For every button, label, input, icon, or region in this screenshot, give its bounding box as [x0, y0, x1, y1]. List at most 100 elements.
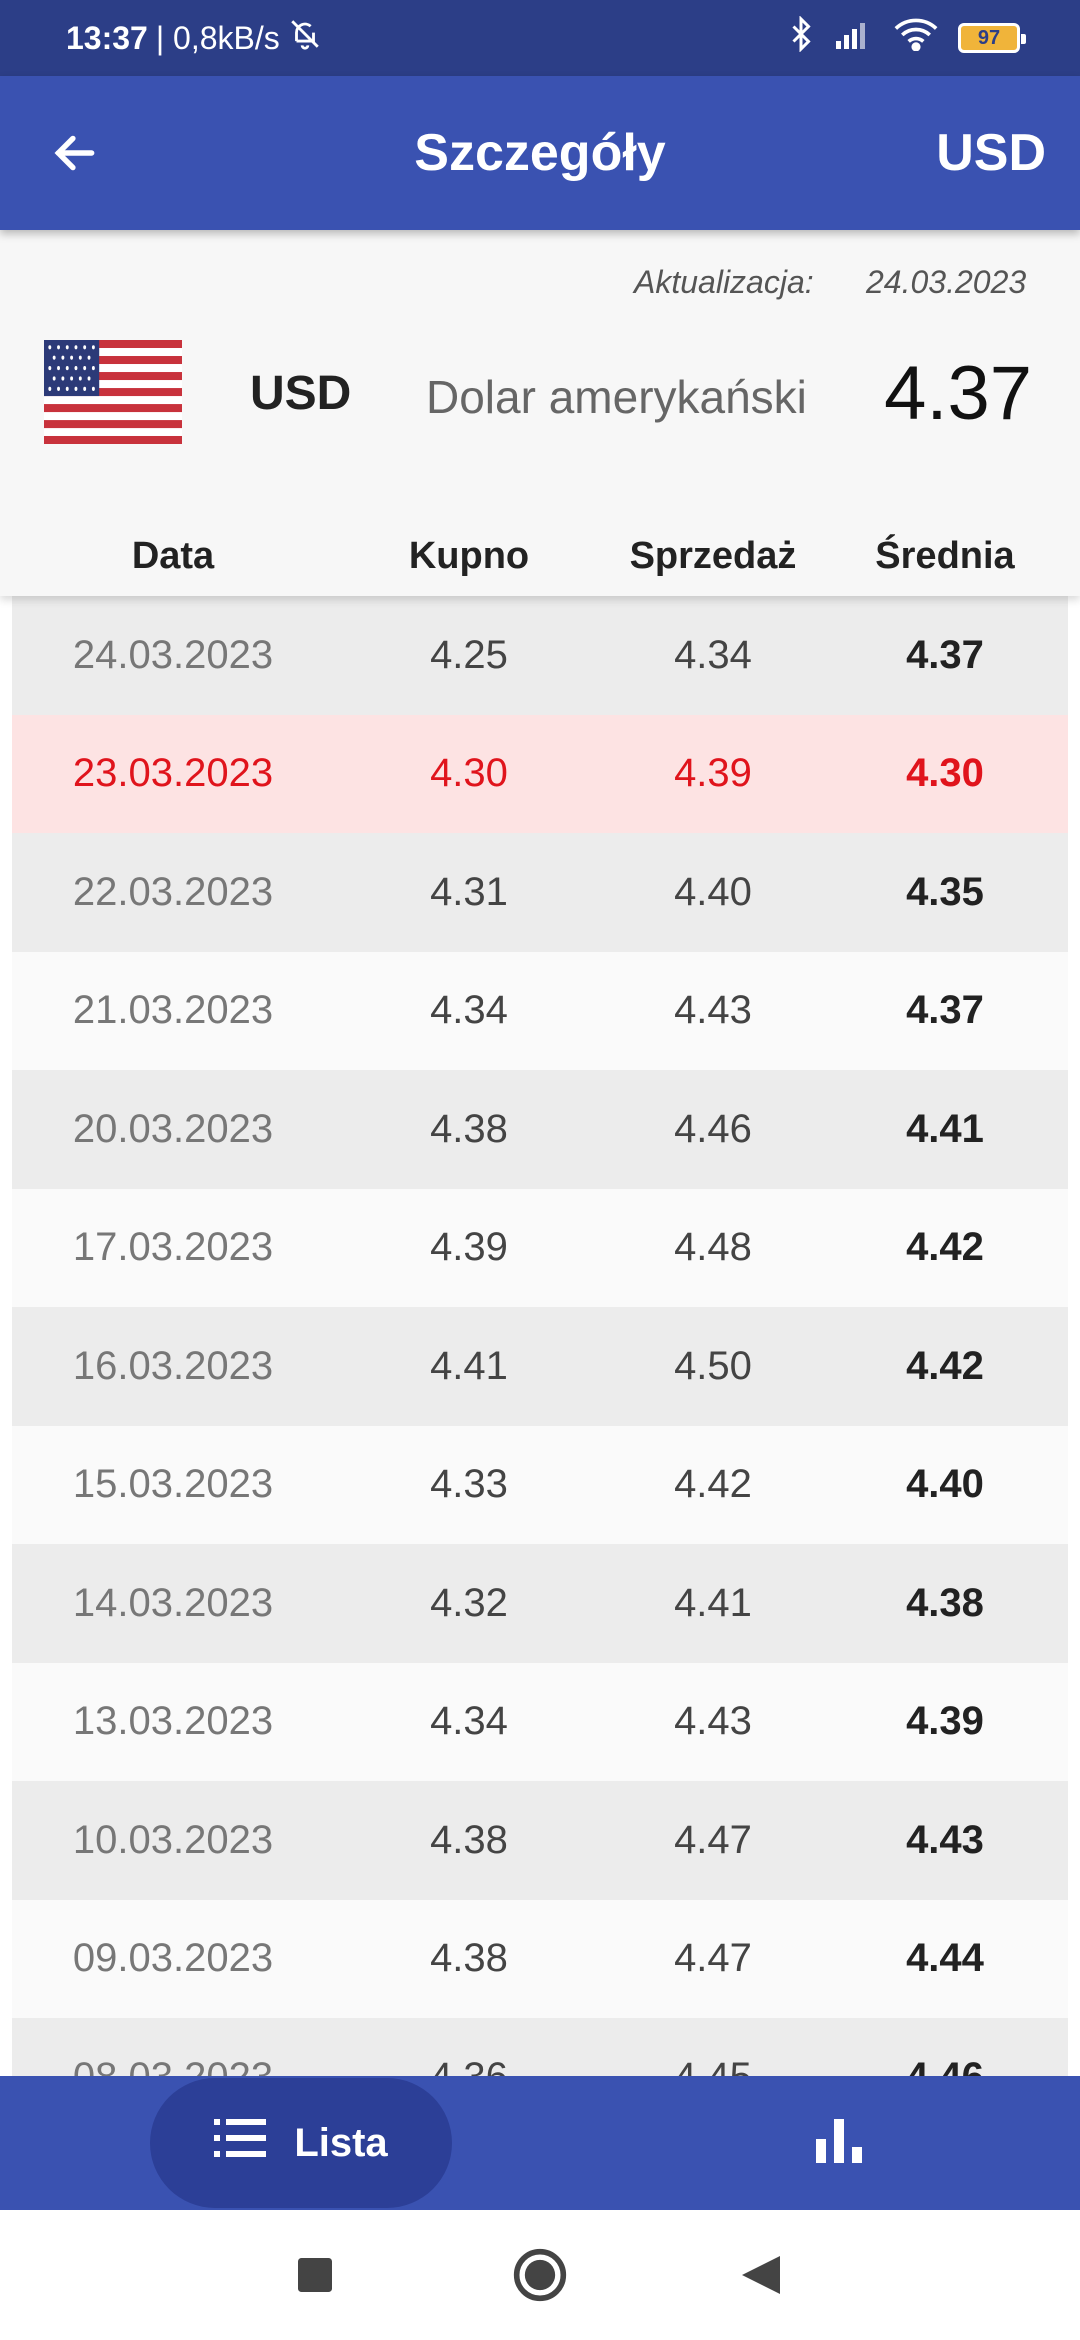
cell-date: 17.03.2023	[72, 1225, 274, 1270]
cell-sell: 4.43	[674, 988, 752, 1033]
cell-date: 15.03.2023	[72, 1462, 274, 1507]
cell-date: 23.03.2023	[72, 751, 274, 796]
header-average[interactable]: Średnia	[875, 534, 1015, 577]
cell-date: 09.03.2023	[72, 1936, 274, 1981]
cell-buy: 4.38	[430, 1936, 508, 1981]
cell-date: 24.03.2023	[72, 632, 274, 677]
cell-buy: 4.39	[430, 1225, 508, 1270]
cell-sell: 4.40	[674, 869, 752, 914]
cell-date: 20.03.2023	[72, 1106, 274, 1151]
cell-date: 22.03.2023	[72, 869, 274, 914]
status-bar: 13:37 | 0,8kB/s	[0, 0, 1080, 76]
cell-average: 4.30	[906, 751, 984, 796]
header-buy[interactable]: Kupno	[408, 534, 530, 577]
cell-average: 4.41	[906, 1106, 984, 1151]
table-row[interactable]: 20.03.2023 4.38 4.46 4.41	[12, 1070, 1068, 1189]
bottom-navigation: Lista	[0, 2076, 1080, 2210]
us-flag-icon	[44, 340, 182, 444]
table-row[interactable]: 10.03.2023 4.38 4.47 4.43	[12, 1781, 1068, 1900]
cell-average: 4.40	[906, 1462, 984, 1507]
currency-rate: 4.37	[884, 351, 1032, 436]
cell-average: 4.46	[822, 2055, 1068, 2076]
cell-sell: 4.48	[674, 1225, 752, 1270]
update-label: Aktualizacja:	[634, 264, 814, 300]
cell-average: 4.43	[906, 1817, 984, 1862]
network-speed: | 0,8kB/s	[155, 19, 280, 56]
back-triangle-icon[interactable]	[726, 2240, 796, 2310]
list-icon	[214, 2119, 267, 2167]
cell-average: 4.42	[906, 1343, 984, 1388]
cell-date: 08.03.2023	[12, 2055, 334, 2076]
cell-buy: 4.25	[430, 632, 508, 677]
battery-icon: 97	[958, 23, 1026, 53]
bar-chart-icon	[816, 2118, 864, 2168]
table-row[interactable]: 24.03.2023 4.25 4.34 4.37	[12, 596, 1068, 715]
cell-sell: 4.45	[604, 2055, 822, 2076]
cell-sell: 4.34	[674, 632, 752, 677]
currency-info-header: Aktualizacja: 24.03.2023	[0, 230, 1080, 596]
system-navigation	[0, 2210, 1080, 2340]
table-header: Data Kupno Sprzedaż Średnia	[12, 520, 1068, 592]
tab-list-label: Lista	[294, 2120, 388, 2165]
cell-buy: 4.32	[430, 1580, 508, 1625]
signal-icon	[834, 19, 874, 57]
rates-table[interactable]: 24.03.2023 4.25 4.34 4.37 23.03.2023 4.30 4.39…	[12, 596, 1068, 2076]
table-row[interactable]: 13.03.2023 4.34 4.43 4.39	[12, 1662, 1068, 1781]
currency-selector[interactable]: USD	[936, 124, 1046, 182]
app-bar: Szczegóły USD	[0, 76, 1080, 230]
tab-list[interactable]: Lista	[150, 2078, 452, 2208]
cell-buy: 4.38	[430, 1106, 508, 1151]
table-row[interactable]: 16.03.2023 4.41 4.50 4.42	[12, 1307, 1068, 1426]
tab-chart[interactable]	[790, 2076, 890, 2210]
cell-sell: 4.43	[674, 1699, 752, 1744]
cell-date: 21.03.2023	[72, 988, 274, 1033]
status-right: 97	[788, 15, 1026, 60]
cell-sell: 4.47	[674, 1817, 752, 1862]
cell-sell: 4.39	[674, 751, 752, 796]
cell-date: 14.03.2023	[72, 1580, 274, 1625]
cell-buy: 4.41	[430, 1343, 508, 1388]
table-row[interactable]: 14.03.2023 4.32 4.41 4.38	[12, 1544, 1068, 1663]
cell-buy: 4.31	[430, 869, 508, 914]
table-row[interactable]: 15.03.2023 4.33 4.42 4.40	[12, 1425, 1068, 1544]
table-row[interactable]: 21.03.2023 4.34 4.43 4.37	[12, 951, 1068, 1070]
cell-sell: 4.47	[674, 1936, 752, 1981]
cell-average: 4.38	[906, 1580, 984, 1625]
cell-sell: 4.42	[674, 1462, 752, 1507]
recents-square-icon[interactable]	[280, 2240, 350, 2310]
header-sell[interactable]: Sprzedaż	[629, 534, 797, 577]
cell-sell: 4.46	[674, 1106, 752, 1151]
status-left: 13:37 | 0,8kB/s	[66, 17, 322, 59]
cell-date: 16.03.2023	[72, 1343, 274, 1388]
cell-buy: 4.34	[430, 1699, 508, 1744]
cell-average: 4.37	[906, 632, 984, 677]
header-date[interactable]: Data	[131, 534, 215, 577]
home-circle-icon[interactable]	[505, 2240, 575, 2310]
table-row[interactable]: 17.03.2023 4.39 4.48 4.42	[12, 1188, 1068, 1307]
cell-date: 10.03.2023	[72, 1817, 274, 1862]
cell-average: 4.37	[906, 988, 984, 1033]
table-row[interactable]: 23.03.2023 4.30 4.39 4.30	[12, 714, 1068, 833]
back-arrow-icon[interactable]	[50, 123, 110, 183]
currency-code: USD	[250, 367, 352, 420]
cell-average: 4.42	[906, 1225, 984, 1270]
cell-date: 13.03.2023	[72, 1699, 274, 1744]
update-date: 24.03.2023	[866, 264, 1027, 300]
table-row[interactable]: 22.03.2023 4.31 4.40 4.35	[12, 833, 1068, 952]
currency-name: Dolar amerykański	[426, 371, 807, 423]
status-time: 13:37	[66, 19, 148, 56]
cell-average: 4.44	[906, 1936, 984, 1981]
bluetooth-icon	[788, 15, 814, 60]
cell-sell: 4.41	[674, 1580, 752, 1625]
page-title: Szczegóły	[414, 124, 666, 182]
cell-buy: 4.33	[430, 1462, 508, 1507]
cell-average: 4.35	[906, 869, 984, 914]
cell-average: 4.39	[906, 1699, 984, 1744]
table-row[interactable]: 09.03.2023 4.38 4.47 4.44	[12, 1899, 1068, 2018]
cell-buy: 4.34	[430, 988, 508, 1033]
cell-buy: 4.38	[430, 1817, 508, 1862]
cell-buy: 4.30	[430, 751, 508, 796]
cell-buy: 4.36	[334, 2055, 604, 2076]
